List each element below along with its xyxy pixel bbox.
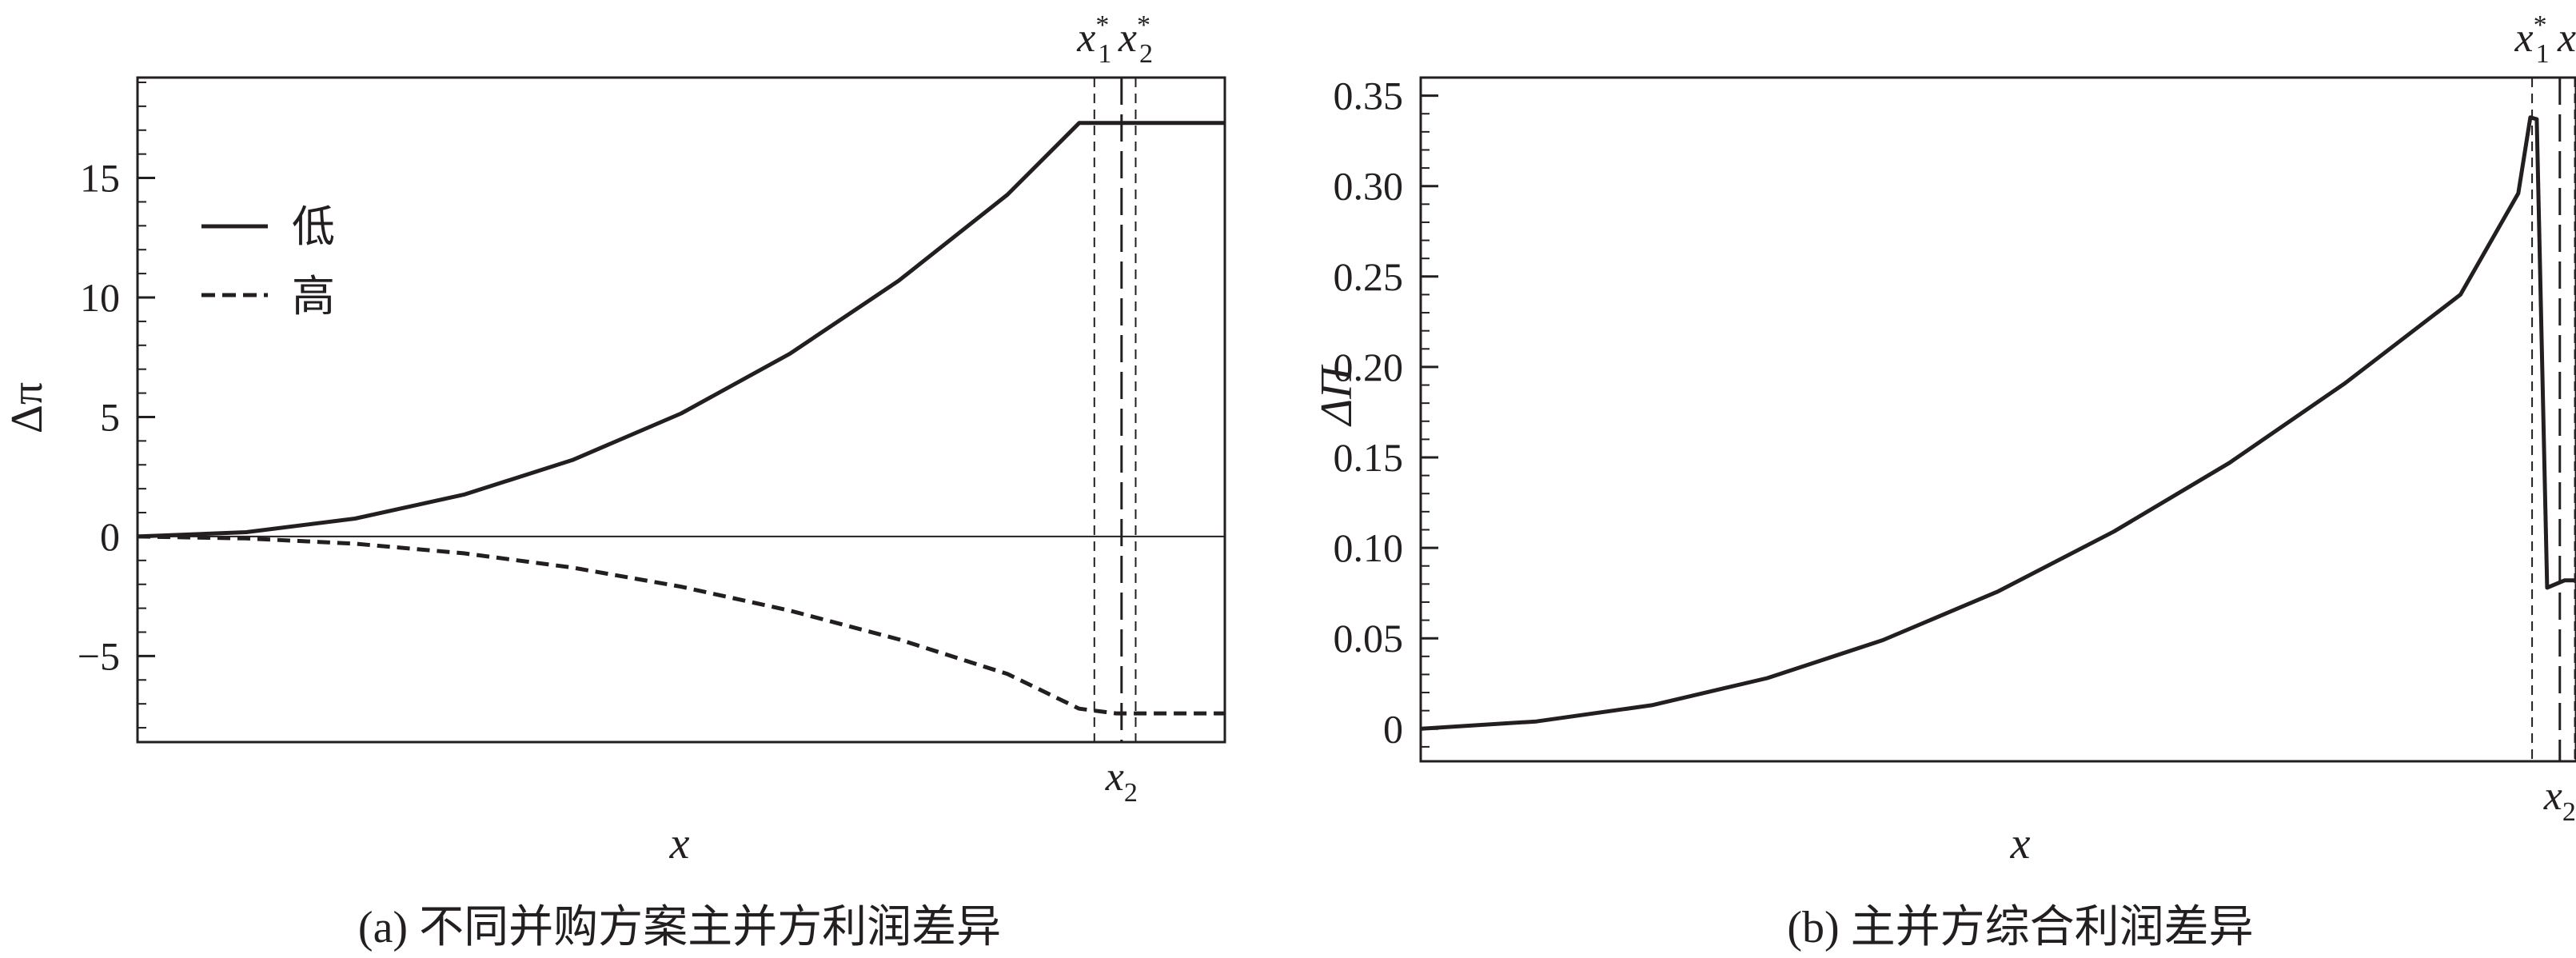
x-axis-label-a: x xyxy=(669,819,690,868)
caption-b: (b) 主并方综合利润差异 xyxy=(1787,903,2253,952)
legend-label-low: 低 xyxy=(292,203,335,251)
caption-a: (a) 不同并购方案主并方利润差异 xyxy=(358,903,1001,952)
plot-frame-b xyxy=(1419,76,2576,763)
reference-lines-a xyxy=(138,78,1225,742)
marker-label: x*2 xyxy=(2557,10,2576,69)
y-tick-label: 0 xyxy=(1383,706,1403,751)
y-tick-label: 0.10 xyxy=(1334,525,1404,570)
y-axis-label-b: ΔΠ xyxy=(1312,364,1362,427)
y-tick-label: 0.30 xyxy=(1334,164,1404,209)
y-ticks-b: 0 0.05 0.10 0.15 0.20 0.25 0.30 0.35 xyxy=(1334,74,1438,751)
x-axis-label-b: x xyxy=(2010,819,2031,868)
y-tick-label: 0.35 xyxy=(1334,74,1404,118)
y-tick-label: −5 xyxy=(78,633,120,678)
legend-label-high: 高 xyxy=(292,273,335,321)
y-tick-label: 10 xyxy=(80,275,120,320)
reference-lines-b xyxy=(2531,78,2576,761)
y-axis-label-a: Δπ xyxy=(2,382,52,433)
marker-label: x*2 xyxy=(1118,10,1153,69)
y-tick-label: 5 xyxy=(100,394,120,439)
plot-frame-a xyxy=(136,76,1226,744)
y-tick-label: 0.15 xyxy=(1334,435,1404,480)
panel-a: −5 0 5 10 15 x* 1 x2 x* 2 低 高 Δπ x (a) 不同并购方案主并方… xyxy=(2,10,1226,952)
y-tick-label: 15 xyxy=(80,156,120,201)
y-tick-label: 0 xyxy=(100,514,120,559)
series-b xyxy=(1420,115,2576,731)
y-ticks-a: −5 0 5 10 15 xyxy=(78,81,155,729)
marker-label: x* 1 xyxy=(2514,10,2550,69)
marker-label: x2 xyxy=(1105,754,1138,808)
y-tick-label: 0.05 xyxy=(1334,616,1404,661)
marker-label: x* 1 xyxy=(1076,10,1111,69)
series-line-solid xyxy=(1420,115,2576,731)
series-a xyxy=(137,121,1225,716)
series-line-solid xyxy=(137,121,1225,539)
series-line-dashed xyxy=(137,534,1225,716)
y-tick-label: 0.25 xyxy=(1334,254,1404,299)
marker-label: x2 xyxy=(2543,773,2576,827)
legend: 低 高 xyxy=(201,203,335,321)
y-tick-label: 0.20 xyxy=(1334,345,1404,389)
panel-b: 0 0.05 0.10 0.15 0.20 0.25 0.30 0.35 x*1 x2 x*2 Δ… xyxy=(1312,10,2576,952)
marker-labels-b: x*1 x2 x*2 xyxy=(2514,10,2576,827)
marker-labels-a: x* 1 x2 x* 2 xyxy=(1076,10,1153,808)
